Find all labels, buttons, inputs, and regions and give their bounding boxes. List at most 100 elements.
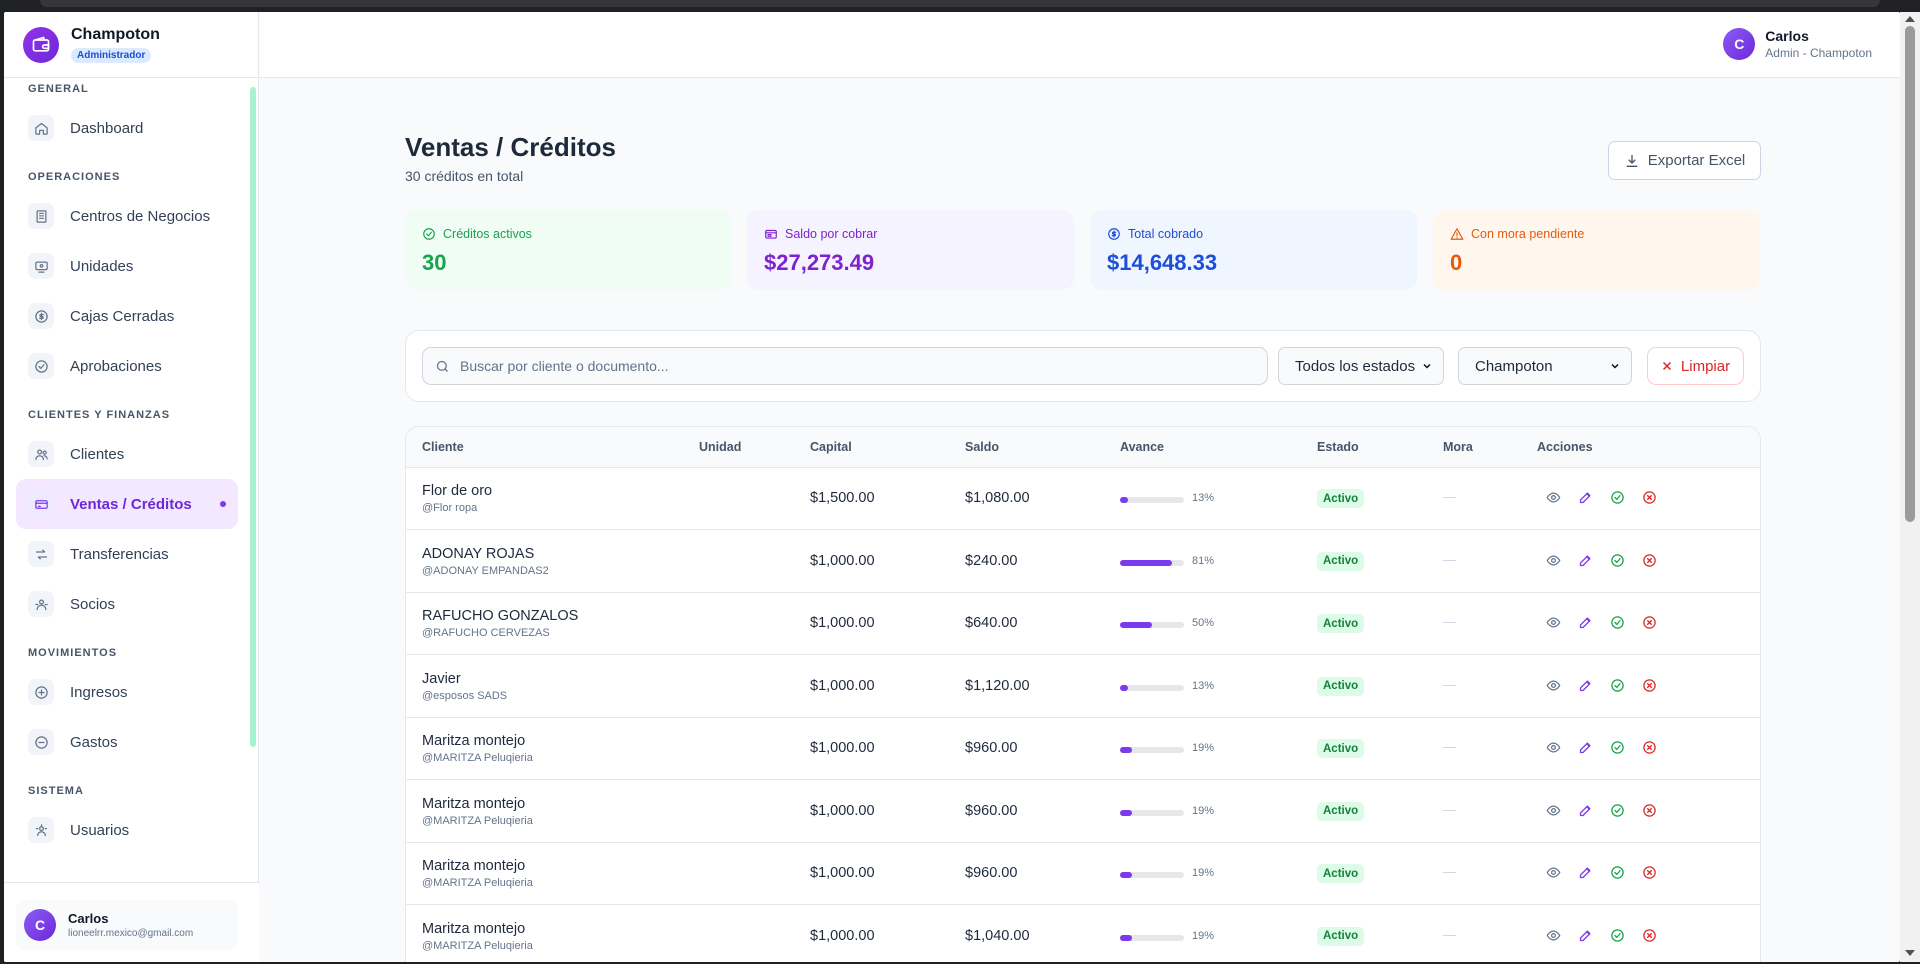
table-row[interactable]: Maritza montejo @MARITZA Peluqieria $1,000…	[406, 843, 1760, 905]
clear-filters-button[interactable]: Limpiar	[1647, 347, 1744, 385]
progress-bar	[1120, 684, 1184, 691]
view-icon[interactable]	[1537, 553, 1569, 568]
client-name: Maritza montejo	[422, 795, 526, 812]
table-row[interactable]: Maritza montejo @MARITZA Peluqieria $1,000…	[406, 906, 1760, 963]
view-icon[interactable]	[1537, 490, 1569, 505]
table-row[interactable]: Flor de oro @Flor ropa $1,500.00 $1,080.00 1…	[406, 468, 1760, 530]
column-header: Acciones	[1537, 440, 1593, 454]
saldo-value: $1,120.00	[965, 677, 1030, 694]
edit-icon[interactable]	[1569, 865, 1601, 880]
plus-circle-icon	[28, 679, 54, 705]
sidebar-item-cajas-cerradas[interactable]: Cajas Cerradas	[16, 291, 238, 341]
edit-icon[interactable]	[1569, 928, 1601, 943]
sidebar-item-gastos[interactable]: Gastos	[16, 717, 238, 767]
saldo-value: $640.00	[965, 615, 1018, 631]
edit-icon[interactable]	[1569, 553, 1601, 568]
topbar-user[interactable]: C Carlos Admin - Champoton	[1723, 28, 1872, 60]
search-input[interactable]	[460, 358, 1240, 374]
saldo-value: $1,080.00	[965, 490, 1030, 506]
view-icon[interactable]	[1537, 740, 1569, 755]
scroll-up-arrow-icon[interactable]	[1905, 16, 1915, 22]
page-scrollbar[interactable]	[1900, 12, 1920, 962]
view-icon[interactable]	[1537, 803, 1569, 818]
view-icon[interactable]	[1537, 928, 1569, 943]
cancel-icon[interactable]	[1633, 553, 1665, 568]
sidebar-item-centros-de-negocios[interactable]: Centros de Negocios	[16, 191, 238, 241]
approve-icon[interactable]	[1601, 490, 1633, 505]
table-row[interactable]: ADONAY ROJAS @ADONAY EMPANDAS2 $1,000.00 $2…	[406, 531, 1760, 593]
row-actions	[1537, 803, 1665, 818]
page-scroll-thumb[interactable]	[1905, 26, 1915, 522]
approve-icon[interactable]	[1601, 553, 1633, 568]
stat-label: Con mora pendiente	[1471, 227, 1585, 241]
view-icon[interactable]	[1537, 678, 1569, 693]
capital-value: $1,000.00	[810, 865, 875, 881]
table-row[interactable]: Maritza montejo @MARITZA Peluqieria $1,000…	[406, 718, 1760, 780]
progress-percent: 13%	[1192, 492, 1215, 504]
sidebar-item-ventas-creditos[interactable]: Ventas / Créditos	[16, 479, 238, 529]
cancel-icon[interactable]	[1633, 740, 1665, 755]
sidebar-item-clientes[interactable]: Clientes	[16, 429, 238, 479]
status-badge: Activo	[1317, 926, 1365, 946]
role-badge: Administrador	[71, 48, 152, 63]
approve-icon[interactable]	[1601, 615, 1633, 630]
scroll-down-arrow-icon[interactable]	[1905, 950, 1915, 956]
sidebar-scrollbar[interactable]	[250, 79, 256, 882]
cancel-icon[interactable]	[1633, 490, 1665, 505]
table-row[interactable]: Javier @esposos SADS $1,000.00 $1,120.00 13%…	[406, 656, 1760, 718]
search-box[interactable]	[422, 347, 1268, 385]
filters-panel: Todos los estados Champoton Limpiar	[405, 330, 1761, 402]
approve-icon[interactable]	[1601, 865, 1633, 880]
sidebar-item-label: Transferencias	[70, 545, 169, 563]
chevron-down-icon	[1611, 363, 1619, 369]
sidebar-item-socios[interactable]: Socios	[16, 579, 238, 629]
sidebar-item-label: Clientes	[70, 445, 125, 463]
table-row[interactable]: RAFUCHO GONZALOS @RAFUCHO CERVEZAS $1,000.…	[406, 593, 1760, 655]
sidebar-item-transferencias[interactable]: Transferencias	[16, 529, 238, 579]
sidebar-item-dashboard[interactable]: Dashboard	[16, 103, 238, 153]
cancel-icon[interactable]	[1633, 928, 1665, 943]
table-row[interactable]: Maritza montejo @MARITZA Peluqieria $1,000…	[406, 781, 1760, 843]
home-icon	[28, 115, 54, 141]
mora-value: —	[1443, 676, 1456, 692]
sidebar-item-unidades[interactable]: Unidades	[16, 241, 238, 291]
sidebar-item-label: Unidades	[70, 257, 134, 275]
users-icon	[28, 441, 54, 467]
edit-icon[interactable]	[1569, 490, 1601, 505]
edit-icon[interactable]	[1569, 678, 1601, 693]
sidebar-item-label: Ingresos	[70, 683, 128, 701]
sidebar-item-label: Ventas / Créditos	[70, 495, 192, 513]
edit-icon[interactable]	[1569, 803, 1601, 818]
stat-card: Total cobrado $14,648.33	[1090, 210, 1417, 290]
export-excel-button[interactable]: Exportar Excel	[1608, 141, 1761, 180]
edit-icon[interactable]	[1569, 615, 1601, 630]
view-icon[interactable]	[1537, 865, 1569, 880]
approve-icon[interactable]	[1601, 928, 1633, 943]
cancel-icon[interactable]	[1633, 615, 1665, 630]
view-icon[interactable]	[1537, 615, 1569, 630]
progress-percent: 19%	[1192, 804, 1215, 817]
sidebar-item-aprobaciones[interactable]: Aprobaciones	[16, 341, 238, 391]
sidebar-user-card[interactable]: C Carlos lioneelrr.mexico@gmail.com	[16, 900, 238, 950]
cancel-icon[interactable]	[1633, 678, 1665, 693]
sidebar-item-label: Usuarios	[70, 821, 130, 839]
client-name: Maritza montejo	[422, 733, 526, 749]
cancel-icon[interactable]	[1633, 803, 1665, 818]
sidebar-item-ingresos[interactable]: Ingresos	[16, 667, 238, 717]
center-select[interactable]: Champoton	[1458, 347, 1632, 385]
row-actions	[1537, 553, 1665, 568]
saldo-value: $960.00	[965, 740, 1018, 756]
topbar-user-role: Admin - Champoton	[1765, 46, 1872, 60]
edit-icon[interactable]	[1569, 740, 1601, 755]
mora-value: —	[1443, 489, 1456, 504]
approve-icon[interactable]	[1601, 678, 1633, 693]
approve-icon[interactable]	[1601, 740, 1633, 755]
row-actions	[1537, 740, 1665, 755]
sidebar-item-usuarios[interactable]: Usuarios	[16, 805, 238, 855]
approve-icon[interactable]	[1601, 803, 1633, 818]
cancel-icon[interactable]	[1633, 865, 1665, 880]
minus-circle-icon	[28, 729, 54, 755]
capital-value: $1,000.00	[810, 927, 875, 944]
status-select[interactable]: Todos los estados	[1278, 347, 1444, 385]
stat-value: $14,648.33	[1107, 250, 1218, 275]
